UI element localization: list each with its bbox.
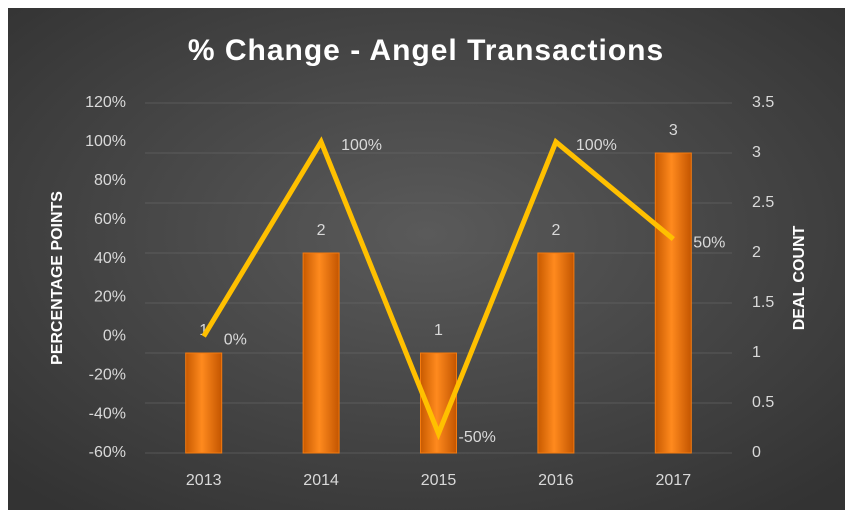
y2-tick-label: 3.5 [752, 94, 774, 111]
y2-axis-title: DEAL COUNT [791, 225, 808, 330]
y2-tick-label: 3 [752, 144, 761, 161]
x-tick-label: 2017 [656, 472, 692, 489]
x-tick-label: 2016 [538, 472, 574, 489]
x-tick-label: 2014 [303, 472, 339, 489]
bar [654, 152, 692, 454]
line-value-label: 100% [576, 137, 617, 154]
bar-value-label: 2 [317, 222, 326, 239]
y2-tick-label: 2 [752, 244, 761, 261]
line-value-label: 0% [224, 332, 247, 349]
y-tick-label: 120% [85, 94, 126, 111]
line-value-label: 50% [693, 234, 725, 251]
y-tick-label: 40% [94, 250, 126, 267]
y-tick-label: -20% [89, 366, 126, 383]
y-tick-label: -40% [89, 405, 126, 422]
bar [185, 352, 223, 454]
bar-value-label: 3 [669, 122, 678, 139]
y-tick-label: -60% [89, 444, 126, 461]
bar-value-label: 1 [434, 322, 443, 339]
bar-value-label: 1 [199, 322, 208, 339]
y2-tick-label: 0 [752, 444, 761, 461]
line [201, 136, 675, 441]
y-tick-label: 20% [94, 289, 126, 306]
y-axis-title: PERCENTAGE POINTS [49, 191, 66, 365]
y2-tick-label: 1.5 [752, 294, 774, 311]
bar-value-label: 2 [551, 222, 560, 239]
bar [537, 252, 575, 454]
y2-tick-label: 1 [752, 344, 761, 361]
bar [302, 252, 340, 454]
y-tick-label: 0% [103, 328, 126, 345]
x-tick-label: 2013 [186, 472, 222, 489]
chart-title: % Change - Angel Transactions [188, 34, 664, 67]
y-tick-label: 80% [94, 172, 126, 189]
y2-tick-label: 0.5 [752, 394, 774, 411]
y-tick-label: 60% [94, 211, 126, 228]
line-value-label: 100% [341, 137, 382, 154]
y2-tick-label: 2.5 [752, 194, 774, 211]
y-tick-label: 100% [85, 133, 126, 150]
line-value-label: -50% [459, 429, 496, 446]
x-tick-label: 2015 [421, 472, 457, 489]
